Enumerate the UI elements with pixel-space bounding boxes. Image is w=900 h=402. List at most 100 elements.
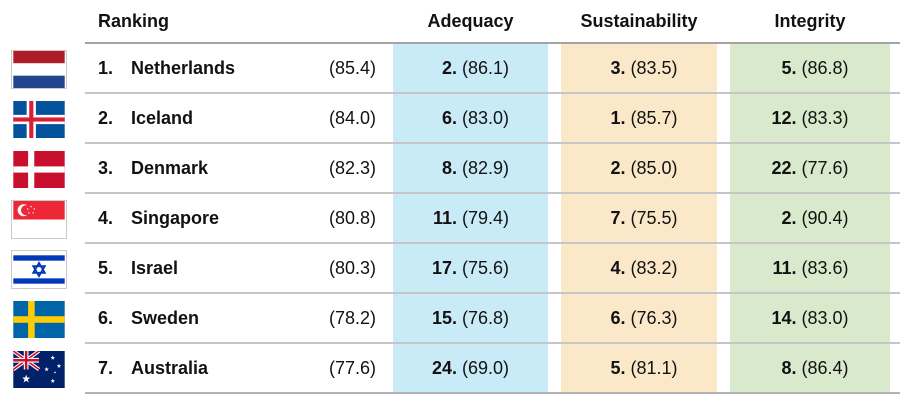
- sustainability-rank: 6.: [610, 307, 626, 328]
- ranking-cell: 4. Singapore (80.8): [85, 194, 393, 242]
- sustainability-cell: 4. (83.2): [561, 244, 717, 292]
- adequacy-cell: 17. (75.6): [393, 244, 548, 292]
- integrity-rank: 5.: [781, 57, 797, 78]
- adequacy-score: (82.9): [462, 157, 510, 178]
- overall-score: (80.3): [328, 257, 376, 278]
- sustainability-rank: 7.: [610, 207, 626, 228]
- adequacy-rank: 11.: [432, 207, 457, 228]
- country-name: Singapore: [131, 207, 220, 228]
- overall-rank: 3.: [98, 157, 114, 178]
- adequacy-rank: 15.: [431, 307, 457, 328]
- country-name: Denmark: [131, 157, 209, 178]
- flag-cell: [0, 344, 85, 394]
- sustainability-score: (75.5): [630, 207, 678, 228]
- sustainability-rank: 5.: [610, 357, 626, 378]
- ranking-cell: 5. Israel (80.3): [85, 244, 393, 292]
- ranking-header-cell: Ranking: [85, 0, 393, 42]
- sustainability-cell: 3. (83.5): [561, 44, 717, 92]
- ranking-cell: 1. Netherlands (85.4): [85, 44, 393, 92]
- flag-cell: [0, 294, 85, 344]
- overall-score: (77.6): [328, 357, 376, 378]
- sustainability-cell: 6. (76.3): [561, 294, 717, 342]
- adequacy-header-cell: Adequacy: [393, 0, 548, 42]
- flag-cell: [0, 94, 85, 144]
- adequacy-cell: 6. (83.0): [393, 94, 548, 142]
- table-header-row: Ranking Adequacy Sustainability Integrit…: [0, 0, 900, 44]
- adequacy-score: (83.0): [462, 107, 510, 128]
- sustainability-cell: 2. (85.0): [561, 144, 717, 192]
- overall-score: (85.4): [328, 57, 376, 78]
- integrity-header-label: Integrity: [774, 10, 846, 31]
- integrity-rank: 2.: [781, 207, 797, 228]
- adequacy-rank: 17.: [431, 257, 457, 278]
- overall-rank: 2.: [98, 107, 114, 128]
- adequacy-cell: 15. (76.8): [393, 294, 548, 342]
- table-row: 3. Denmark (82.3) 8. (82.9) 2. (85.0) 22…: [0, 144, 900, 194]
- integrity-score: (83.6): [801, 257, 849, 278]
- sustainability-score: (83.5): [630, 57, 678, 78]
- integrity-cell: 11. (83.6): [730, 244, 890, 292]
- adequacy-cell: 11. (79.4): [393, 194, 548, 242]
- integrity-rank: 14.: [771, 307, 797, 328]
- iceland-flag-icon: [13, 100, 65, 138]
- adequacy-score: (75.6): [462, 257, 510, 278]
- adequacy-rank: 24.: [431, 357, 457, 378]
- adequacy-score: (76.8): [462, 307, 510, 328]
- flag-column-spacer: [0, 0, 85, 44]
- adequacy-cell: 24. (69.0): [393, 344, 548, 392]
- overall-rank: 5.: [98, 257, 114, 278]
- sustainability-header-cell: Sustainability: [561, 0, 717, 42]
- sustainability-rank: 1.: [610, 107, 626, 128]
- integrity-score: (83.0): [801, 307, 849, 328]
- netherlands-flag-icon: [11, 49, 67, 89]
- sweden-flag-icon: [13, 300, 65, 338]
- country-name: Australia: [131, 357, 209, 378]
- integrity-cell: 5. (86.8): [730, 44, 890, 92]
- table-row: 6. Sweden (78.2) 15. (76.8) 6. (76.3) 14…: [0, 294, 900, 344]
- overall-score: (78.2): [328, 307, 376, 328]
- adequacy-score: (79.4): [462, 207, 510, 228]
- sustainability-score: (76.3): [630, 307, 678, 328]
- ranking-cell: 6. Sweden (78.2): [85, 294, 393, 342]
- sustainability-score: (85.0): [630, 157, 678, 178]
- sustainability-rank: 2.: [610, 157, 626, 178]
- table-row: 5. Israel (80.3) 17. (75.6) 4. (83.2) 11…: [0, 244, 900, 294]
- integrity-score: (77.6): [801, 157, 849, 178]
- table-row: 2. Iceland (84.0) 6. (83.0) 1. (85.7) 12…: [0, 94, 900, 144]
- integrity-rank: 12.: [771, 107, 797, 128]
- integrity-rank: 22.: [771, 157, 797, 178]
- integrity-cell: 14. (83.0): [730, 294, 890, 342]
- sustainability-score: (83.2): [630, 257, 678, 278]
- israel-flag-icon: [11, 249, 67, 289]
- sustainability-header-label: Sustainability: [580, 10, 698, 31]
- country-name: Israel: [131, 257, 179, 278]
- flag-cell: [0, 194, 85, 244]
- sustainability-score: (81.1): [630, 357, 678, 378]
- flag-cell: [0, 144, 85, 194]
- sustainability-rank: 4.: [610, 257, 626, 278]
- integrity-cell: 2. (90.4): [730, 194, 890, 242]
- sustainability-cell: 5. (81.1): [561, 344, 717, 392]
- ranking-cell: 7. Australia (77.6): [85, 344, 393, 392]
- adequacy-cell: 2. (86.1): [393, 44, 548, 92]
- adequacy-rank: 2.: [441, 57, 457, 78]
- ranking-cell: 3. Denmark (82.3): [85, 144, 393, 192]
- overall-rank: 4.: [98, 207, 114, 228]
- overall-score: (82.3): [328, 157, 376, 178]
- denmark-flag-icon: [13, 150, 65, 188]
- overall-rank: 1.: [98, 57, 114, 78]
- integrity-rank: 11.: [772, 257, 797, 278]
- overall-rank: 7.: [98, 357, 114, 378]
- singapore-flag-icon: [11, 199, 67, 239]
- ranking-cell: 2. Iceland (84.0): [85, 94, 393, 142]
- table-row: 4. Singapore (80.8) 11. (79.4) 7. (75.5)…: [0, 194, 900, 244]
- table-row: 7. Australia (77.6) 24. (69.0) 5. (81.1)…: [0, 344, 900, 394]
- table-row: 1. Netherlands (85.4) 2. (86.1) 3. (83.5…: [0, 44, 900, 94]
- sustainability-cell: 7. (75.5): [561, 194, 717, 242]
- adequacy-score: (86.1): [462, 57, 510, 78]
- integrity-cell: 8. (86.4): [730, 344, 890, 392]
- flag-cell: [0, 44, 85, 94]
- country-name: Iceland: [131, 107, 194, 128]
- ranking-header-label: Ranking: [98, 10, 170, 31]
- sustainability-score: (85.7): [630, 107, 678, 128]
